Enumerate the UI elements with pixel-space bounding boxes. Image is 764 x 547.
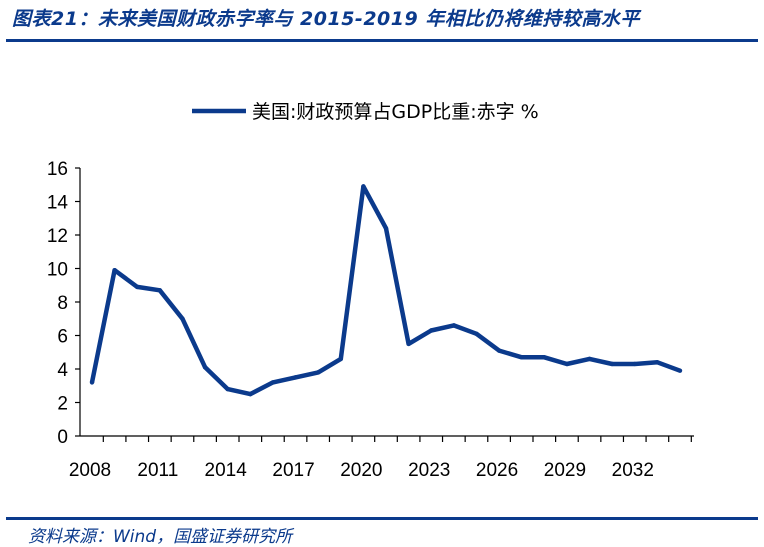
y-tick-label: 14	[47, 193, 69, 214]
data-point	[248, 391, 253, 397]
data-point	[89, 380, 95, 385]
data-point	[225, 386, 230, 392]
data-point	[677, 368, 683, 373]
data-point	[542, 355, 547, 360]
y-tick-label: 16	[47, 159, 68, 180]
y-tick-label: 8	[57, 293, 68, 314]
x-tick-label: 2014	[205, 460, 248, 481]
x-tick-label: 2032	[612, 460, 654, 481]
data-point	[361, 184, 366, 189]
y-tick-label: 12	[47, 226, 68, 247]
x-tick-label: 2008	[69, 460, 111, 481]
plot-area	[89, 184, 683, 397]
x-tick-label: 2017	[272, 460, 314, 481]
y-tick-label: 2	[57, 394, 68, 415]
ticks: 0 2 4 6 8 10 12 14 16 2008 2011 2014 2017 2020 2023 202…	[47, 159, 692, 481]
data-point	[338, 356, 343, 362]
axes	[79, 168, 694, 437]
data-point	[135, 284, 140, 290]
legend: 美国:财政预算占GDP比重:赤字 %	[192, 101, 539, 123]
legend-label: 美国:财政预算占GDP比重:赤字 %	[252, 101, 539, 123]
y-tick-label: 4	[57, 360, 68, 381]
y-tick-label: 0	[57, 427, 68, 448]
data-point	[293, 375, 298, 380]
data-point	[406, 341, 411, 347]
data-point	[451, 323, 457, 328]
series-line-0	[89, 184, 681, 397]
data-point	[202, 365, 208, 370]
data-point	[564, 361, 570, 367]
x-tick-label: 2029	[544, 460, 586, 481]
data-point	[270, 380, 276, 385]
data-point	[180, 316, 185, 321]
source-divider	[6, 517, 758, 520]
data-point	[655, 360, 660, 365]
data-point	[632, 361, 637, 367]
figure-title: 图表21：未来美国财政赤字率与 2015-2019 年相比仍将维持较高水平	[12, 8, 640, 30]
title-divider	[6, 39, 758, 42]
source-note: 资料来源：Wind，国盛证券研究所	[28, 527, 293, 547]
data-point	[609, 361, 615, 367]
data-point	[474, 331, 479, 337]
y-tick-label: 6	[57, 327, 68, 348]
data-point	[157, 288, 163, 293]
y-tick-label: 10	[47, 260, 68, 281]
data-point	[429, 328, 434, 333]
x-tick-label: 2026	[476, 460, 518, 481]
data-point	[587, 356, 592, 362]
data-point	[315, 370, 321, 375]
data-point	[496, 348, 502, 353]
x-tick-label: 2011	[137, 460, 178, 481]
data-point	[519, 355, 524, 360]
x-tick-label: 2020	[340, 460, 382, 481]
data-point	[112, 267, 117, 273]
data-point	[383, 226, 389, 231]
x-tick-label: 2023	[408, 460, 450, 481]
